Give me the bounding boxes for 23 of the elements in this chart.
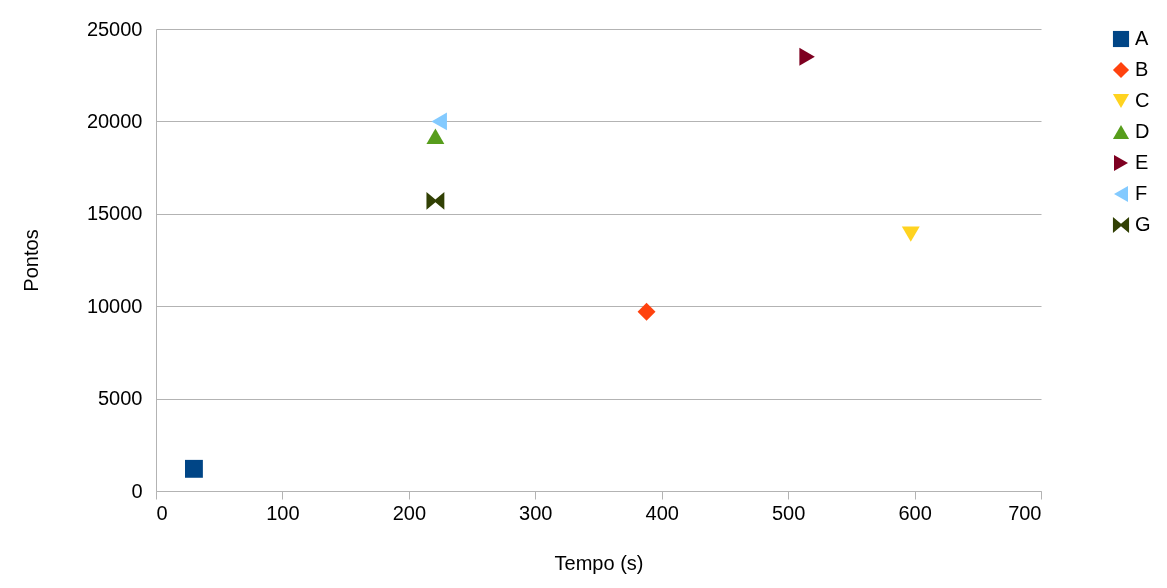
legend-label: D	[1135, 120, 1150, 142]
x-tick-label: 600	[898, 501, 932, 524]
legend-label: F	[1135, 182, 1148, 204]
legend-label: G	[1135, 213, 1151, 235]
y-tick-label: 5000	[98, 387, 143, 410]
y-axis-title: Pontos	[19, 229, 42, 292]
y-tick-label: 10000	[86, 294, 143, 317]
x-tick-label: 400	[645, 501, 679, 524]
y-tick-label: 25000	[86, 17, 143, 40]
x-tick-label: 200	[392, 501, 427, 524]
x-tick-label: 100	[266, 501, 300, 524]
legend-label: B	[1135, 58, 1149, 80]
y-tick-label: 20000	[86, 109, 143, 132]
y-tick-label: 15000	[86, 202, 143, 225]
legend-label: E	[1135, 151, 1149, 173]
x-tick-label: 0	[156, 501, 168, 524]
legend-label: A	[1135, 27, 1149, 49]
x-tick-label: 700	[1008, 501, 1042, 524]
y-tick-label: 0	[131, 479, 143, 502]
x-tick-label: 500	[771, 501, 806, 524]
x-axis-title: Tempo (s)	[554, 551, 644, 574]
legend-label: C	[1135, 89, 1150, 111]
x-tick-label: 300	[519, 501, 553, 524]
